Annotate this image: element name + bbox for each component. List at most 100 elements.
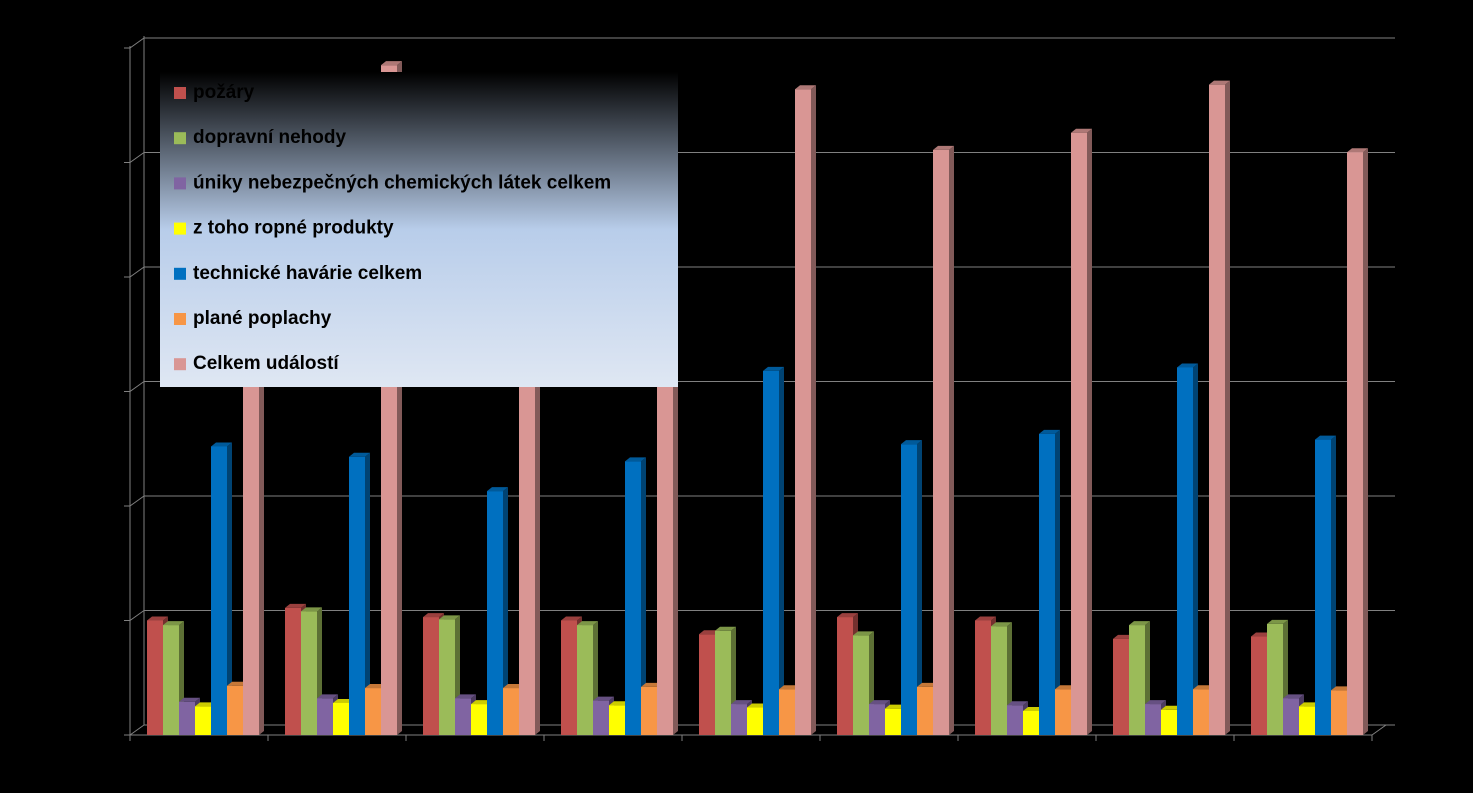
- y-tick-diag: [129, 266, 145, 278]
- bar: [1023, 710, 1039, 735]
- bar-top: [455, 694, 476, 699]
- bar: [227, 685, 243, 735]
- bar-top: [365, 684, 386, 689]
- bar-top: [1283, 694, 1304, 699]
- bar: [869, 704, 885, 735]
- legend-label: dopravní nehody: [193, 127, 347, 148]
- bar-top: [885, 704, 906, 709]
- bar: [763, 370, 779, 735]
- y-tick-diag: [129, 610, 145, 621]
- legend-swatch: [174, 177, 186, 190]
- bar-top: [423, 613, 444, 618]
- bar: [991, 626, 1007, 735]
- bar: [1299, 706, 1315, 735]
- bar-top: [593, 696, 614, 701]
- bar-side: [1055, 429, 1060, 735]
- bar: [211, 446, 227, 735]
- bar-side: [779, 366, 784, 735]
- bar: [715, 630, 731, 735]
- bar-top: [349, 452, 370, 457]
- bar-top: [381, 61, 402, 66]
- bar: [365, 688, 381, 735]
- bar: [1039, 433, 1055, 735]
- bar-top: [227, 681, 248, 686]
- bar-top: [747, 703, 768, 708]
- bar-side: [1087, 128, 1092, 736]
- bar-top: [1039, 429, 1060, 434]
- bar-top: [561, 616, 582, 621]
- y-tick-diag: [129, 37, 145, 49]
- bar: [423, 617, 439, 735]
- bar: [439, 619, 455, 735]
- bar-side: [811, 85, 816, 736]
- bar-top: [1251, 632, 1272, 637]
- bar: [333, 702, 349, 735]
- legend-label: z toho ropné produkty: [193, 218, 394, 239]
- legend: požáry dopravní nehody úniky nebezpečných …: [160, 72, 678, 387]
- y-tick-diag: [129, 724, 145, 736]
- bar: [349, 456, 365, 735]
- bar: [163, 625, 179, 735]
- bar: [901, 444, 917, 735]
- bar-top: [163, 621, 184, 626]
- bar: [1129, 625, 1145, 735]
- bar-top: [917, 682, 938, 687]
- y-tick-diag: [129, 381, 145, 392]
- legend-swatch: [174, 313, 186, 325]
- bar: [487, 491, 503, 735]
- bar: [795, 89, 811, 736]
- bar: [471, 704, 487, 735]
- legend-label: úniky nebezpečných chemických látek celk…: [193, 172, 611, 193]
- bar: [917, 686, 933, 735]
- bar-top: [1023, 706, 1044, 711]
- bar: [147, 620, 163, 735]
- bar-side: [227, 442, 232, 735]
- bar-top: [1071, 128, 1092, 133]
- bar: [779, 689, 795, 735]
- bar: [1331, 690, 1347, 735]
- bar-top: [503, 684, 524, 689]
- x-axis-side: [1371, 724, 1387, 736]
- bar-top: [1145, 700, 1166, 705]
- y-tick-diag: [129, 152, 145, 163]
- bar-side: [1225, 80, 1230, 735]
- bar: [1113, 638, 1129, 735]
- bar: [577, 625, 593, 735]
- bar-side: [1193, 363, 1198, 735]
- bar-side: [917, 440, 922, 735]
- bar: [853, 635, 869, 735]
- legend-swatch: [174, 132, 186, 145]
- bar-top: [1055, 685, 1076, 690]
- bar: [885, 708, 901, 735]
- bar: [731, 704, 747, 735]
- legend-swatch: [174, 358, 186, 371]
- bar-top: [317, 694, 338, 699]
- bar: [561, 620, 577, 735]
- bar-side: [641, 457, 646, 735]
- bar-side: [365, 452, 370, 735]
- legend-label: technické havárie celkem: [193, 263, 422, 284]
- legend-label: plané poplachy: [193, 308, 332, 329]
- bar-side: [949, 145, 954, 735]
- bar-top: [1331, 686, 1352, 691]
- legend-swatch: [174, 87, 186, 99]
- bar: [317, 698, 333, 735]
- bar-top: [731, 700, 752, 705]
- bar-top: [487, 487, 508, 492]
- bar-side: [503, 487, 508, 735]
- bar-top: [471, 700, 492, 705]
- bar: [641, 686, 657, 735]
- bar: [625, 461, 641, 735]
- bar-side: [1331, 435, 1336, 735]
- bar-top: [1007, 701, 1028, 706]
- bar-top: [147, 616, 168, 621]
- bar: [1071, 132, 1087, 736]
- bar-top: [1161, 705, 1182, 710]
- bar: [1347, 152, 1363, 735]
- legend-label: Celkem událostí: [193, 353, 339, 374]
- bar-top: [1129, 621, 1150, 626]
- bar-top: [577, 621, 598, 626]
- bar: [503, 688, 519, 735]
- bar-top: [1267, 619, 1288, 624]
- bar-top: [625, 457, 646, 462]
